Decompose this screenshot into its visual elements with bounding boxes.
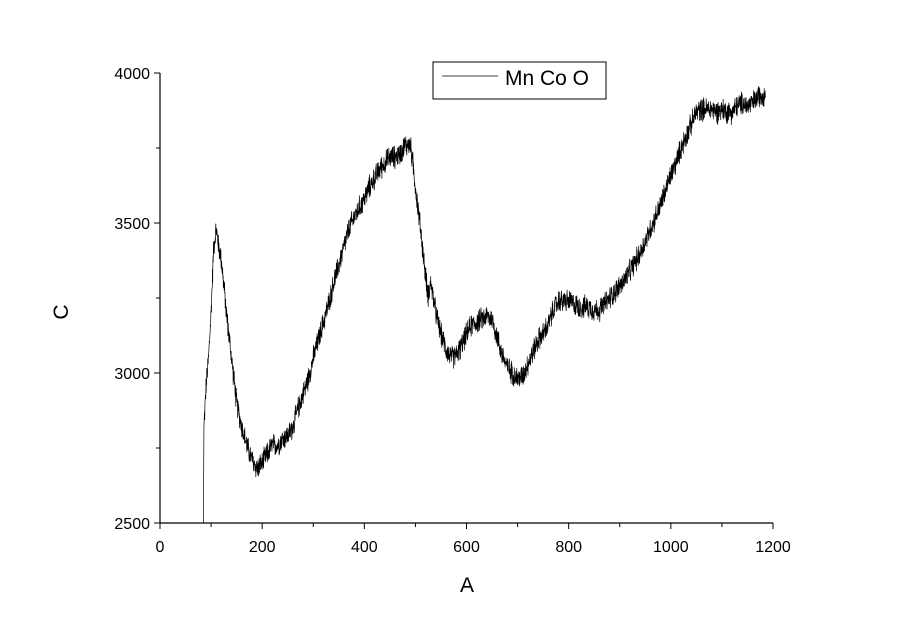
x-tick-label-200: 200 xyxy=(249,539,276,556)
x-tick-label-600: 600 xyxy=(453,539,480,556)
y-tick-label-4000: 4000 xyxy=(114,66,150,83)
y-tick-label-2500: 2500 xyxy=(114,516,150,533)
x-tick-label-1000: 1000 xyxy=(653,539,689,556)
tick-labels: 0 200 400 600 800 1000 1200 2500 3000 3500 4000 xyxy=(114,66,790,556)
x-tick-label-0: 0 xyxy=(156,539,165,556)
y-axis-title: C xyxy=(50,304,73,319)
x-tick-label-400: 400 xyxy=(351,539,378,556)
legend-label-mn-co-o: Mn Co O xyxy=(505,67,589,90)
y-tick-label-3500: 3500 xyxy=(114,216,150,233)
y-tick-label-3000: 3000 xyxy=(114,366,150,383)
tick-marks xyxy=(154,72,774,529)
series-line-mn-co-o xyxy=(203,85,766,524)
x-tick-label-1200: 1200 xyxy=(755,539,791,556)
legend: Mn Co O xyxy=(432,61,607,100)
x-axis-title: A xyxy=(460,574,474,597)
legend-box xyxy=(432,61,607,100)
x-tick-label-800: 800 xyxy=(555,539,582,556)
